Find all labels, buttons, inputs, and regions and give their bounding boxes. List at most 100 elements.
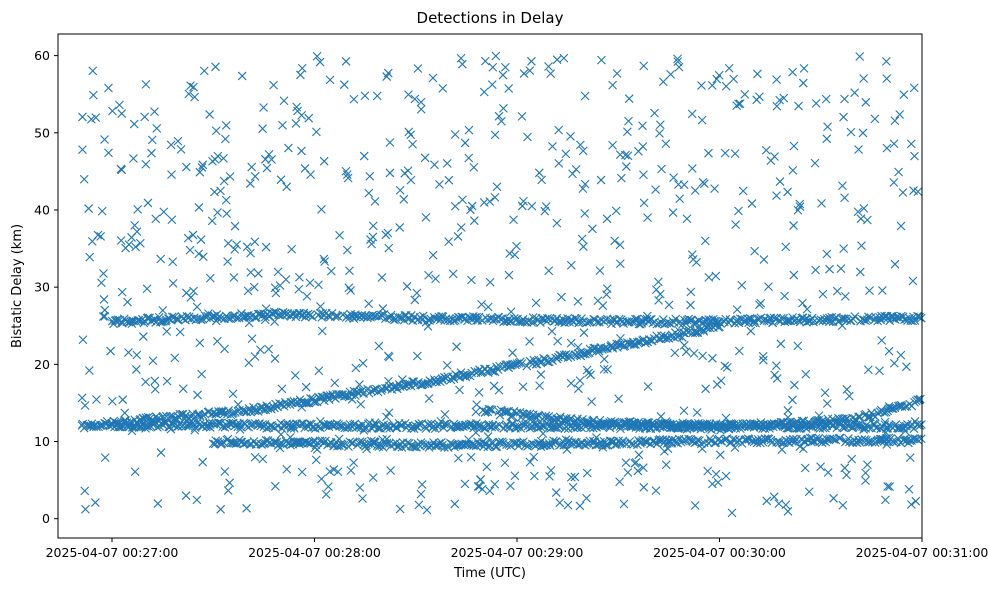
detection-marker: [544, 438, 554, 448]
detection-marker: [99, 295, 109, 304]
detection-marker: [420, 153, 430, 163]
x-axis-ticks: 2025-04-07 00:27:00 2025-04-07 00:28:00 20…: [46, 538, 988, 560]
detection-marker: [722, 362, 732, 372]
detection-marker: [712, 380, 722, 389]
detection-marker: [466, 205, 475, 215]
detection-marker: [342, 245, 352, 255]
detection-marker: [789, 141, 799, 151]
detection-marker: [779, 93, 789, 103]
detection-marker: [218, 407, 228, 416]
detection-marker: [323, 482, 333, 491]
detection-marker: [772, 191, 781, 200]
detection-marker: [492, 182, 502, 192]
detection-marker: [197, 369, 207, 379]
detection-marker: [534, 168, 544, 178]
detection-marker: [374, 341, 384, 351]
detection-marker: [596, 175, 606, 185]
detection-marker: [707, 479, 717, 489]
detection-marker: [281, 275, 291, 284]
detection-marker: [704, 422, 714, 432]
detection-marker: [870, 114, 880, 124]
detection-marker: [473, 421, 483, 431]
detection-marker: [365, 171, 375, 181]
detection-marker: [759, 355, 768, 365]
detection-marker: [711, 469, 721, 479]
detection-marker: [349, 458, 359, 467]
detection-marker: [77, 393, 87, 403]
detection-marker: [358, 358, 368, 368]
detection-marker: [769, 492, 779, 502]
detection-marker: [788, 166, 798, 175]
detection-marker: [747, 436, 757, 446]
detection-marker: [787, 395, 797, 405]
detection-marker: [509, 215, 518, 225]
detection-marker: [514, 317, 523, 327]
detection-marker: [216, 186, 225, 196]
detection-marker: [764, 282, 773, 292]
detection-marker: [289, 422, 298, 432]
detection-marker: [756, 298, 766, 308]
detection-marker: [574, 318, 584, 328]
detection-marker: [682, 214, 692, 224]
detection-marker: [147, 148, 156, 158]
detection-marker: [910, 151, 919, 161]
detection-marker: [453, 453, 463, 463]
detection-marker: [131, 365, 141, 374]
detection-marker: [817, 198, 826, 208]
detection-marker: [90, 498, 100, 507]
detection-marker: [297, 467, 307, 477]
detection-marker: [471, 407, 481, 417]
detection-marker: [713, 477, 723, 487]
detection-marker: [810, 158, 820, 168]
x-axis-label: Time (UTC): [453, 566, 526, 581]
detection-marker: [485, 486, 495, 496]
detection-marker: [315, 57, 325, 67]
detection-marker: [364, 299, 374, 309]
detection-marker: [607, 340, 616, 350]
detection-marker: [107, 106, 117, 116]
detection-marker: [697, 115, 707, 125]
detection-marker: [666, 69, 676, 79]
detection-marker: [311, 127, 321, 137]
detection-marker: [402, 281, 412, 291]
detection-marker: [384, 376, 393, 386]
detection-marker: [247, 334, 257, 344]
detection-marker: [473, 482, 483, 491]
detection-marker: [120, 408, 130, 418]
detection-marker: [906, 316, 916, 326]
detection-marker: [525, 337, 534, 346]
detection-marker: [181, 421, 191, 431]
detection-marker: [461, 439, 470, 449]
detection-marker: [623, 151, 633, 161]
detection-marker: [78, 112, 87, 122]
x-tick-label: 2025-04-07 00:30:00: [653, 545, 786, 560]
detection-marker: [799, 63, 809, 73]
detection-marker: [464, 153, 474, 163]
detection-marker: [93, 230, 103, 240]
detection-marker: [707, 81, 717, 90]
detection-marker: [578, 184, 588, 193]
detection-marker: [346, 286, 356, 295]
detection-marker: [563, 500, 573, 510]
detection-marker: [607, 342, 617, 352]
detection-marker: [490, 192, 500, 202]
detection-marker: [211, 316, 221, 326]
detection-marker: [395, 313, 405, 322]
detection-marker: [186, 292, 196, 302]
detection-marker: [376, 386, 386, 395]
detection-marker: [167, 170, 176, 180]
detection-marker: [290, 370, 300, 380]
detection-marker: [882, 143, 892, 153]
detection-marker: [323, 419, 333, 429]
detection-marker: [166, 424, 176, 434]
detection-marker: [575, 376, 585, 385]
detection-marker: [792, 423, 802, 433]
detection-marker: [772, 75, 782, 85]
detection-marker: [220, 134, 230, 144]
detection-marker: [615, 259, 625, 269]
detection-marker: [544, 266, 554, 276]
detection-marker: [800, 463, 810, 473]
detection-marker: [223, 486, 233, 495]
detection-marker: [256, 345, 265, 355]
detection-marker: [775, 95, 785, 105]
